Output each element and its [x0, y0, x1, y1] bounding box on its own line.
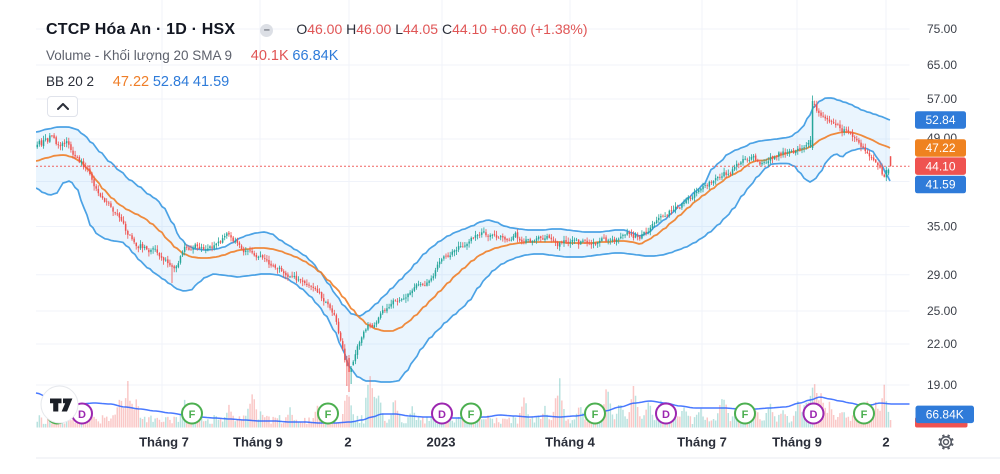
svg-text:35.00: 35.00 — [927, 220, 957, 234]
svg-text:Tháng 4: Tháng 4 — [545, 435, 596, 450]
svg-text:D: D — [810, 409, 818, 421]
svg-text:F: F — [592, 409, 599, 421]
svg-text:47.22: 47.22 — [925, 141, 955, 155]
svg-text:D: D — [438, 409, 446, 421]
svg-text:2: 2 — [344, 435, 351, 450]
svg-text:2: 2 — [882, 435, 889, 450]
svg-text:19.00: 19.00 — [927, 378, 957, 392]
svg-text:Tháng 9: Tháng 9 — [233, 435, 283, 450]
svg-text:66.84K: 66.84K — [926, 408, 964, 422]
svg-text:75.00: 75.00 — [927, 22, 957, 36]
svg-text:F: F — [861, 409, 868, 421]
svg-text:F: F — [742, 409, 749, 421]
svg-text:F: F — [468, 409, 475, 421]
svg-text:25.00: 25.00 — [927, 304, 957, 318]
svg-text:D: D — [662, 409, 670, 421]
svg-text:F: F — [189, 409, 196, 421]
svg-text:Tháng 7: Tháng 7 — [139, 435, 189, 450]
svg-text:2023: 2023 — [427, 435, 456, 450]
svg-text:Tháng 7: Tháng 7 — [677, 435, 727, 450]
svg-text:22.00: 22.00 — [927, 337, 957, 351]
svg-text:44.10: 44.10 — [925, 159, 955, 173]
svg-text:41.59: 41.59 — [925, 178, 955, 192]
svg-text:Tháng 9: Tháng 9 — [772, 435, 822, 450]
svg-text:52.84: 52.84 — [925, 113, 955, 127]
svg-text:65.00: 65.00 — [927, 58, 957, 72]
svg-text:D: D — [78, 409, 86, 421]
svg-text:F: F — [325, 409, 332, 421]
svg-text:29.00: 29.00 — [927, 268, 957, 282]
svg-text:57.00: 57.00 — [927, 92, 957, 106]
